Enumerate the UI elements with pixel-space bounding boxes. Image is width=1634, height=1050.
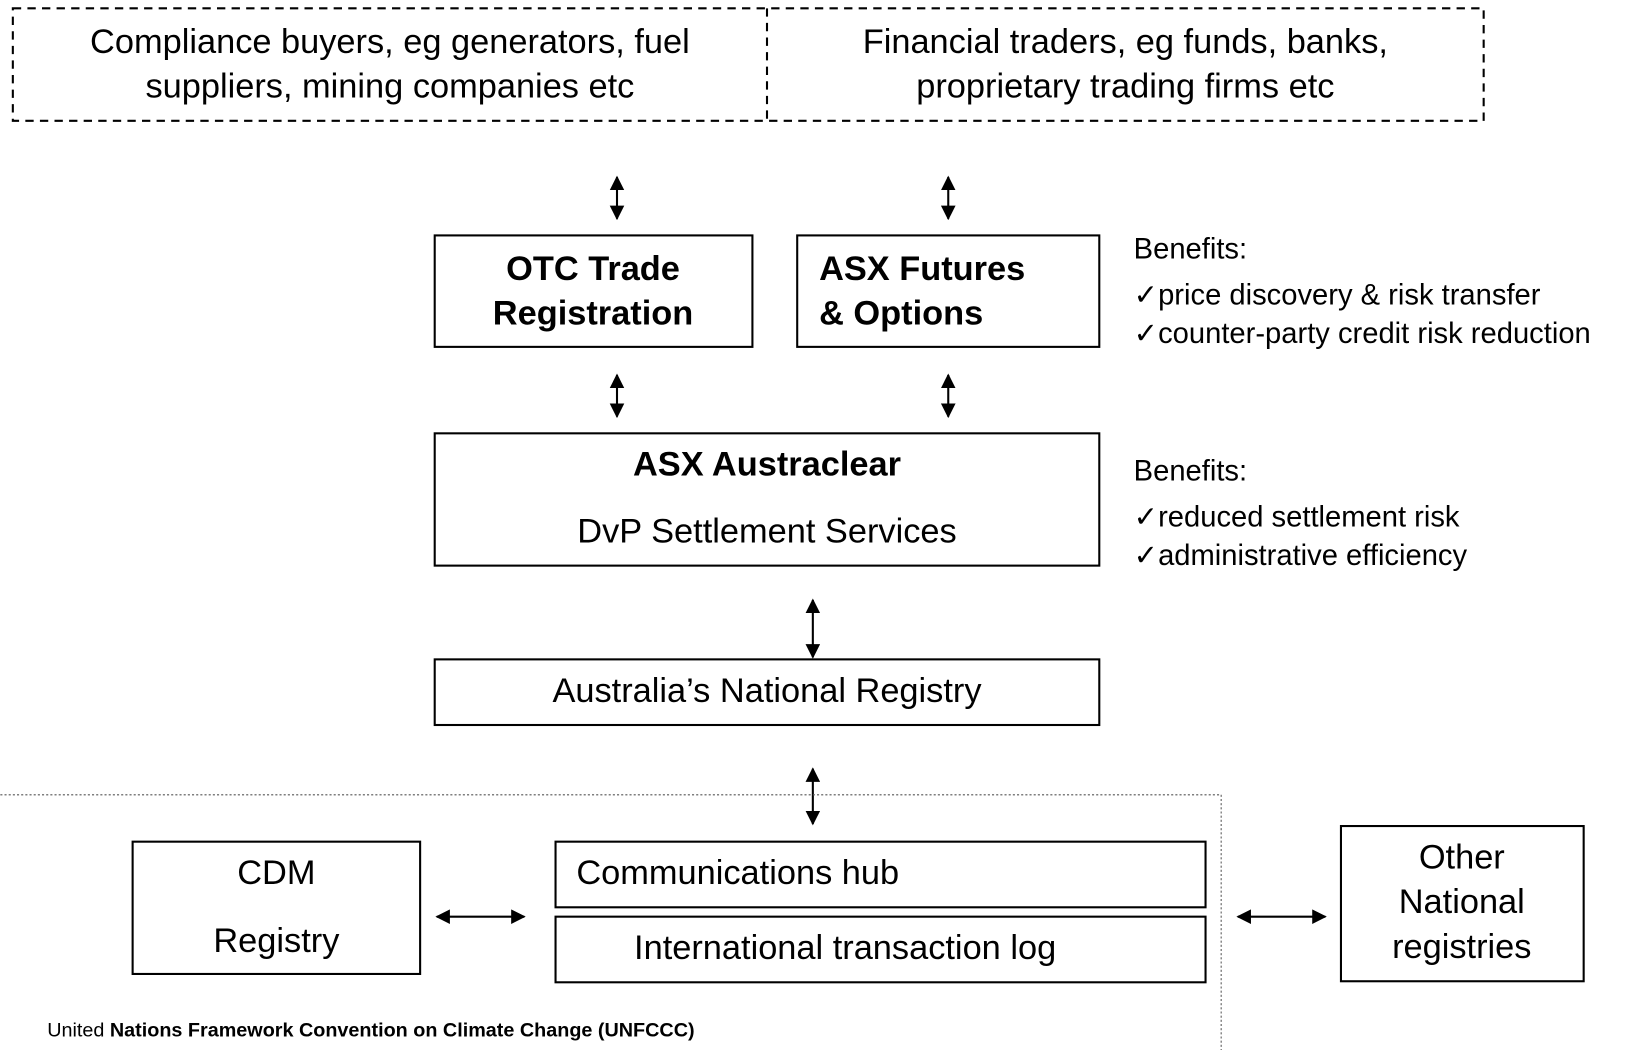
node-label: Communications hub xyxy=(576,854,899,892)
hub-box xyxy=(554,840,1207,909)
node-label: Registration xyxy=(493,295,693,333)
footer-prefix: United xyxy=(47,1019,104,1041)
cdm-box xyxy=(131,840,422,976)
node-label: CDM xyxy=(237,854,315,892)
benefit-item: ✓reduced settlement risk xyxy=(1134,501,1460,533)
benefits-heading: Benefits: xyxy=(1134,456,1247,488)
footer: United Nations Framework Convention on C… xyxy=(47,1019,694,1041)
node-label: ASX Austraclear xyxy=(633,446,901,484)
node-label: & Options xyxy=(819,295,983,333)
otc-box xyxy=(433,234,754,348)
node-label: DvP Settlement Services xyxy=(577,512,956,550)
node-label: Registry xyxy=(213,922,340,960)
node-label: OTC Trade xyxy=(506,250,680,288)
futures-box xyxy=(796,234,1101,348)
node-label: registries xyxy=(1392,928,1531,966)
registry-box xyxy=(433,658,1101,727)
node-label: Australia’s National Registry xyxy=(552,672,982,710)
benefit-item: ✓counter-party credit risk reduction xyxy=(1134,318,1591,350)
austraclear-box xyxy=(433,432,1101,567)
benefits-heading: Benefits: xyxy=(1134,234,1247,266)
footer-bold: Nations Framework Convention on Climate … xyxy=(110,1019,695,1041)
participant-text: proprietary trading firms etc xyxy=(916,68,1334,106)
node-label: International transaction log xyxy=(634,929,1056,967)
node-label: Other xyxy=(1419,838,1505,876)
participant-text: Financial traders, eg funds, banks, xyxy=(863,23,1388,61)
participant-text: suppliers, mining companies etc xyxy=(145,68,634,106)
other-box xyxy=(1339,825,1585,983)
benefit-item: ✓administrative efficiency xyxy=(1134,540,1468,572)
node-label: National xyxy=(1399,883,1525,921)
unfccc-region xyxy=(0,794,1222,1050)
node-label: ASX Futures xyxy=(819,250,1025,288)
benefit-item: ✓price discovery & risk transfer xyxy=(1134,280,1541,312)
participant-text: Compliance buyers, eg generators, fuel xyxy=(90,23,690,61)
itl-box xyxy=(554,915,1207,984)
participants-box xyxy=(11,7,1485,122)
